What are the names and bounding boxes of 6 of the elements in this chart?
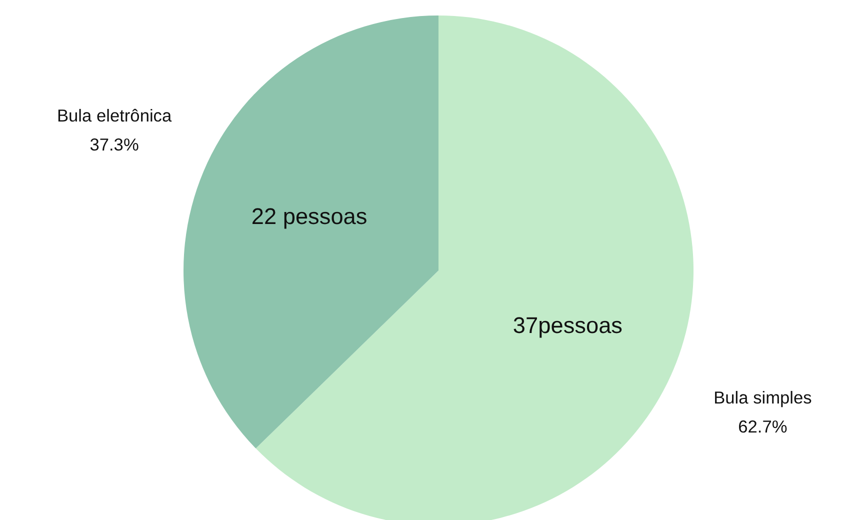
slice-label: Bula simples [714, 387, 812, 408]
text: 37.3% [90, 134, 139, 155]
data-label: 37pessoas [512, 312, 623, 338]
text: 62.7% [738, 416, 788, 436]
slice-label: Bula eletrônica [56, 106, 172, 126]
data-label: 22 pessoas [251, 202, 368, 229]
